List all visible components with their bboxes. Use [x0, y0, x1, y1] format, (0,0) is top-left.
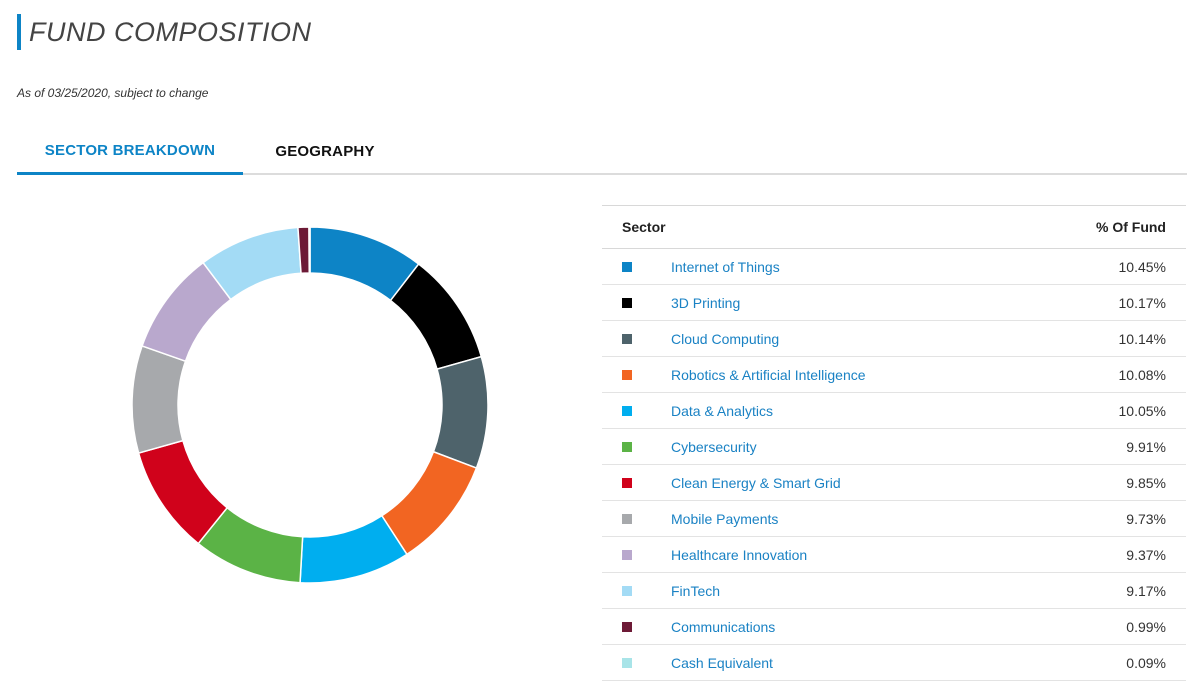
title-accent-bar [17, 14, 21, 50]
sector-link[interactable]: Data & Analytics [671, 402, 773, 419]
sector-pct: 10.45% [1118, 258, 1166, 275]
legend-swatch [622, 333, 632, 344]
table-row: FinTech 9.17% [602, 573, 1186, 609]
sector-link[interactable]: Cash Equivalent [671, 654, 773, 671]
sector-pct: 9.17% [1126, 582, 1166, 599]
table-row: Internet of Things 10.45% [602, 249, 1186, 285]
sector-pct: 10.08% [1118, 366, 1166, 383]
sector-donut-chart [131, 226, 489, 584]
sector-pct: 0.09% [1126, 654, 1166, 671]
table-row: Mobile Payments 9.73% [602, 501, 1186, 537]
tab-sector-breakdown[interactable]: SECTOR BREAKDOWN [17, 128, 243, 175]
sector-pct: 9.73% [1126, 510, 1166, 527]
sector-pct: 10.17% [1118, 294, 1166, 311]
table-row: Cloud Computing 10.14% [602, 321, 1186, 357]
section-header: FUND COMPOSITION [17, 14, 312, 50]
sector-link[interactable]: FinTech [671, 582, 721, 599]
sector-link[interactable]: Communications [671, 618, 776, 635]
sector-link[interactable]: Clean Energy & Smart Grid [671, 474, 841, 491]
sector-pct: 9.37% [1126, 546, 1166, 563]
sector-link[interactable]: Mobile Payments [671, 510, 779, 527]
table-row: Robotics & Artificial Intelligence 10.08% [602, 357, 1186, 393]
legend-swatch [622, 369, 632, 380]
sector-pct: 9.85% [1126, 474, 1166, 491]
column-header-sector: Sector [622, 219, 666, 235]
legend-swatch [622, 297, 632, 308]
table-row: Healthcare Innovation 9.37% [602, 537, 1186, 573]
sector-link[interactable]: Cybersecurity [671, 438, 757, 455]
legend-swatch [622, 405, 632, 416]
legend-swatch [622, 441, 632, 452]
sector-link[interactable]: Robotics & Artificial Intelligence [671, 366, 866, 383]
legend-swatch [622, 477, 632, 488]
legend-swatch [622, 549, 632, 560]
donut-slice[interactable] [432, 355, 489, 469]
column-header-pct: % Of Fund [1096, 219, 1166, 235]
table-row: Cybersecurity 9.91% [602, 429, 1186, 465]
donut-slice[interactable] [131, 345, 187, 454]
sector-pct: 10.14% [1118, 330, 1166, 347]
table-body: Internet of Things 10.45% 3D Printing 10.17… [602, 249, 1186, 681]
legend-swatch [622, 513, 632, 524]
donut-slice[interactable] [308, 226, 311, 274]
sector-link[interactable]: Internet of Things [671, 258, 780, 275]
sector-pct: 0.99% [1126, 618, 1166, 635]
table-row: Data & Analytics 10.05% [602, 393, 1186, 429]
table-row: Communications 0.99% [602, 609, 1186, 645]
legend-swatch [622, 657, 632, 668]
legend-swatch [622, 261, 632, 272]
table-row: Cash Equivalent 0.09% [602, 645, 1186, 681]
sector-table: Sector % Of Fund Internet of Things 10.45… [602, 205, 1186, 681]
composition-tabs: SECTOR BREAKDOWN GEOGRAPHY [17, 128, 1187, 175]
sector-pct: 9.91% [1126, 438, 1166, 455]
legend-swatch [622, 621, 632, 632]
page-title: FUND COMPOSITION [29, 16, 312, 47]
tab-geography[interactable]: GEOGRAPHY [275, 143, 375, 160]
sector-link[interactable]: Healthcare Innovation [671, 546, 808, 563]
table-row: Clean Energy & Smart Grid 9.85% [602, 465, 1186, 501]
sector-pct: 10.05% [1118, 402, 1166, 419]
sector-link[interactable]: 3D Printing [671, 294, 741, 311]
table-header: Sector % Of Fund [602, 206, 1186, 249]
legend-swatch [622, 585, 632, 596]
as-of-note: As of 03/25/2020, subject to change [17, 86, 209, 100]
sector-link[interactable]: Cloud Computing [671, 330, 780, 347]
table-row: 3D Printing 10.17% [602, 285, 1186, 321]
